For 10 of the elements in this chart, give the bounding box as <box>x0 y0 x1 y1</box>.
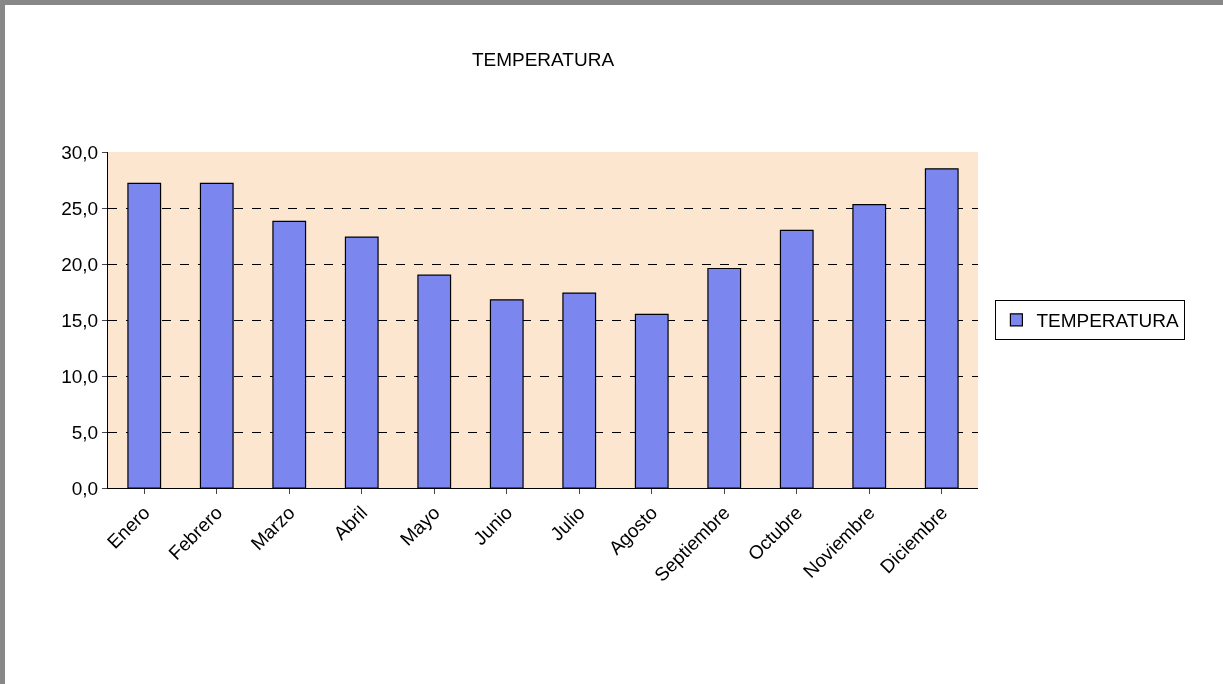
y-tick-label: 20,0 <box>61 253 99 275</box>
y-tick-label: 0,0 <box>71 477 99 499</box>
y-tick-label: 5,0 <box>71 421 99 443</box>
y-tick-label: 30,0 <box>61 141 99 163</box>
y-tick-label: 15,0 <box>61 309 99 331</box>
x-tick-label: Julio <box>546 502 589 545</box>
chart-title: TEMPERATURA <box>471 48 615 70</box>
legend-label: TEMPERATURA <box>1036 310 1179 332</box>
y-tick-label: 25,0 <box>61 197 99 219</box>
y-tick-label: 10,0 <box>61 365 99 387</box>
